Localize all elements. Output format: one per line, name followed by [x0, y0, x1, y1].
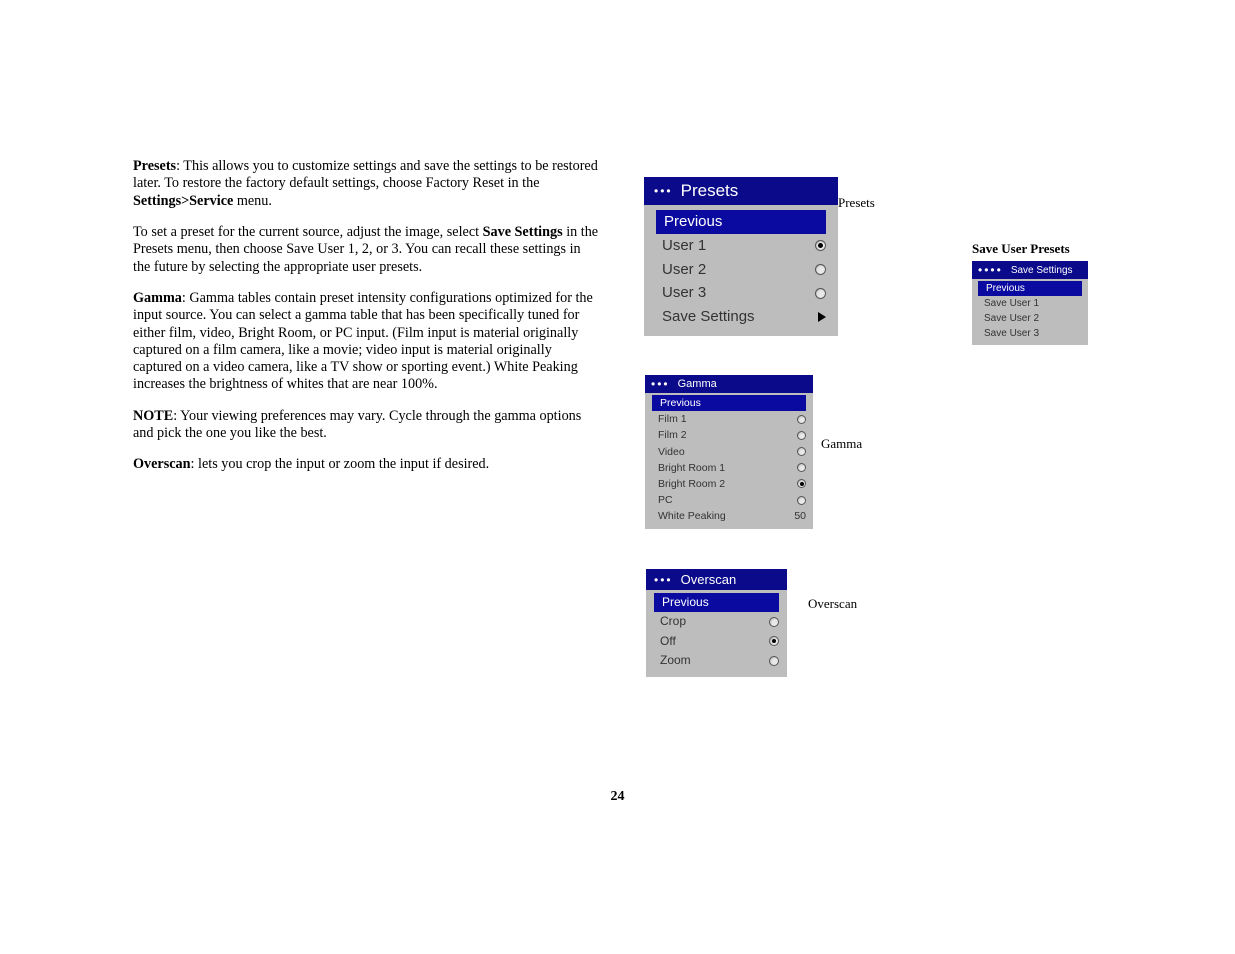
p4-text: : Your viewing preferences may vary. Cyc… [133, 408, 581, 441]
bold-note: NOTE [133, 408, 173, 424]
presets-previous[interactable]: Previous [656, 210, 826, 234]
overscan-menu-title: Overscan [681, 572, 737, 587]
overscan-item-zoom[interactable]: Zoom [652, 651, 781, 670]
menu-item-label: Zoom [660, 652, 691, 669]
presets-item-user2[interactable]: User 2 [654, 258, 828, 282]
menu-item-label: PC [658, 493, 673, 507]
gamma-menu-header: ••• Gamma [645, 375, 813, 393]
radio-icon [797, 415, 806, 424]
dots-icon: ••• [651, 377, 670, 391]
paragraph-presets: Presets: This allows you to customize se… [133, 158, 601, 210]
gamma-menu: ••• Gamma Previous Film 1 Film 2 Video B… [645, 375, 813, 529]
radio-icon [797, 463, 806, 472]
submenu-arrow-icon [818, 312, 826, 322]
gamma-menu-body: Previous Film 1 Film 2 Video Bright Room… [645, 393, 813, 529]
bold-presets: Presets [133, 158, 176, 174]
paragraph-save-settings: To set a preset for the current source, … [133, 224, 601, 276]
paragraph-overscan: Overscan: lets you crop the input or zoo… [133, 456, 601, 473]
gamma-item-film2[interactable]: Film 2 [650, 427, 808, 443]
gamma-item-film1[interactable]: Film 1 [650, 411, 808, 427]
paragraph-gamma: Gamma: Gamma tables contain preset inten… [133, 290, 601, 394]
save-menu-header: •••• Save Settings [972, 261, 1088, 279]
gamma-item-bright1[interactable]: Bright Room 1 [650, 460, 808, 476]
menu-item-label: Film 1 [658, 412, 687, 426]
menu-item-label: Bright Room 1 [658, 461, 725, 475]
gamma-item-bright2[interactable]: Bright Room 2 [650, 476, 808, 492]
menu-item-label: User 3 [662, 282, 706, 304]
radio-icon [797, 479, 806, 488]
overscan-previous[interactable]: Previous [654, 593, 779, 612]
menu-item-label: Bright Room 2 [658, 477, 725, 491]
gamma-menu-title: Gamma [678, 378, 717, 390]
caption-presets: Presets [838, 195, 875, 211]
dots-icon: ••• [654, 573, 673, 587]
radio-icon [769, 636, 779, 646]
gamma-item-video[interactable]: Video [650, 444, 808, 460]
caption-save-user-presets: Save User Presets [972, 241, 1070, 257]
page-number: 24 [0, 789, 1235, 805]
overscan-menu-header: ••• Overscan [646, 569, 787, 590]
menu-item-label: Off [660, 633, 676, 650]
menu-item-label: Video [658, 445, 685, 459]
menu-item-label: Crop [660, 613, 686, 630]
radio-icon [815, 240, 826, 251]
gamma-previous[interactable]: Previous [652, 395, 806, 411]
presets-menu: ••• Presets Previous User 1 User 2 User … [644, 177, 838, 336]
radio-icon [815, 288, 826, 299]
overscan-menu-body: Previous Crop Off Zoom [646, 590, 787, 677]
bold-gamma: Gamma [133, 290, 182, 306]
overscan-item-crop[interactable]: Crop [652, 612, 781, 631]
document-page: Presets: This allows you to customize se… [0, 0, 1235, 954]
bold-overscan: Overscan [133, 456, 191, 472]
presets-item-save-settings[interactable]: Save Settings [654, 305, 828, 329]
menu-item-label: White Peaking [658, 509, 726, 523]
radio-icon [769, 617, 779, 627]
radio-icon [797, 431, 806, 440]
save-menu-title: Save Settings [1011, 265, 1073, 276]
presets-menu-body: Previous User 1 User 2 User 3 Save Setti… [644, 205, 838, 336]
overscan-menu: ••• Overscan Previous Crop Off Zoom [646, 569, 787, 677]
p1-text2: menu. [233, 193, 272, 209]
save-settings-menu: •••• Save Settings Previous Save User 1 … [972, 261, 1088, 345]
presets-menu-title: Presets [681, 181, 739, 201]
radio-icon [815, 264, 826, 275]
gamma-item-white-peaking[interactable]: White Peaking 50 [650, 508, 808, 524]
save-previous[interactable]: Previous [978, 281, 1082, 296]
menu-item-label: Save User 2 [984, 312, 1039, 325]
paragraph-note: NOTE: Your viewing preferences may vary.… [133, 408, 601, 443]
save-item-user2[interactable]: Save User 2 [976, 311, 1084, 326]
p1-text: : This allows you to customize settings … [133, 158, 598, 191]
menu-item-label: User 2 [662, 259, 706, 281]
save-item-user1[interactable]: Save User 1 [976, 296, 1084, 311]
radio-icon [797, 496, 806, 505]
body-text-column: Presets: This allows you to customize se… [133, 158, 601, 488]
bold-settings-service: Settings>Service [133, 193, 233, 209]
menu-item-label: Save User 1 [984, 297, 1039, 310]
presets-item-user1[interactable]: User 1 [654, 234, 828, 258]
p5-text: : lets you crop the input or zoom the in… [191, 456, 490, 472]
dots-icon: ••• [654, 184, 673, 198]
menu-item-label: User 1 [662, 235, 706, 257]
overscan-item-off[interactable]: Off [652, 632, 781, 651]
caption-overscan: Overscan [808, 596, 857, 612]
white-peaking-value: 50 [794, 509, 806, 523]
presets-item-user3[interactable]: User 3 [654, 281, 828, 305]
save-item-user3[interactable]: Save User 3 [976, 326, 1084, 341]
menu-item-label: Film 2 [658, 428, 687, 442]
caption-gamma: Gamma [821, 436, 862, 452]
radio-icon [797, 447, 806, 456]
save-menu-body: Previous Save User 1 Save User 2 Save Us… [972, 279, 1088, 345]
presets-menu-header: ••• Presets [644, 177, 838, 205]
menu-item-label: Save User 3 [984, 327, 1039, 340]
bold-save-settings: Save Settings [483, 224, 563, 240]
radio-icon [769, 656, 779, 666]
gamma-item-pc[interactable]: PC [650, 492, 808, 508]
p2-a: To set a preset for the current source, … [133, 224, 483, 240]
menu-item-label: Save Settings [662, 306, 755, 328]
dots-icon: •••• [978, 263, 1003, 277]
p3-text: : Gamma tables contain preset intensity … [133, 290, 593, 393]
